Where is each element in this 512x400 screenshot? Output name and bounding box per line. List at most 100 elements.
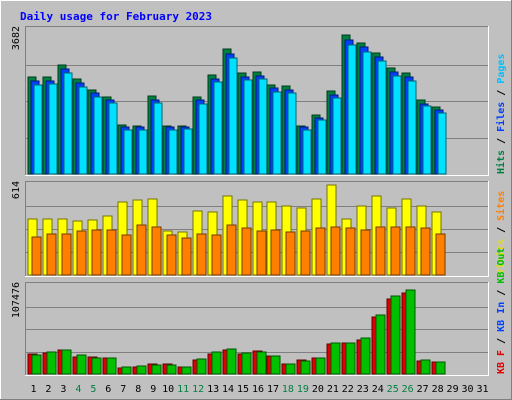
legend-separator: /	[496, 132, 507, 150]
x-tick-label-10: 10	[162, 384, 174, 395]
bar-visits-sites-day-25	[390, 226, 401, 276]
x-tick-label-15: 15	[237, 384, 249, 395]
panel-visits: 614 Visits / Sites	[11, 181, 507, 277]
bar-visits-sites-day-17	[270, 229, 281, 276]
bar-kbytes-kb-out-day-11	[181, 366, 192, 375]
bar-hits-pages-day-8	[138, 129, 148, 175]
legend-item-pages: Pages	[496, 54, 507, 84]
bar-kbytes-kb-out-day-20	[315, 357, 326, 375]
bar-kbytes-kb-out-day-19	[300, 360, 311, 375]
bar-kbytes-kb-out-day-10	[166, 364, 177, 375]
bar-kbytes-kb-out-day-1	[31, 354, 42, 375]
bar-visits-sites-day-26	[405, 226, 416, 276]
x-tick-label-13: 13	[207, 384, 219, 395]
x-tick-label-17: 17	[267, 384, 279, 395]
bar-visits-sites-day-28	[435, 233, 446, 276]
bar-hits-pages-day-14	[228, 57, 238, 175]
bar-hits-pages-day-21	[332, 97, 342, 175]
bar-hits-pages-day-22	[347, 44, 357, 175]
bar-kbytes-kb-out-day-14	[226, 348, 237, 375]
bar-hits-pages-day-2	[48, 83, 58, 175]
bar-kbytes-kb-out-day-18	[285, 363, 296, 375]
legend-separator: /	[496, 84, 507, 102]
legend-hits: Hits / Files / Pages	[495, 54, 507, 174]
x-tick-label-23: 23	[357, 384, 369, 395]
x-tick-label-31: 31	[476, 384, 488, 395]
legend-item-files: Files	[495, 102, 507, 132]
legend-item-sites: Sites	[495, 191, 507, 221]
bar-kbytes-kb-out-day-26	[405, 289, 416, 375]
panel-kbytes: 107476 KB F / KB In / KB Out	[11, 248, 507, 376]
bar-visits-sites-day-3	[61, 233, 72, 276]
bar-visits-sites-day-7	[121, 234, 132, 276]
bar-kbytes-kb-out-day-2	[46, 351, 57, 375]
bar-hits-pages-day-11	[183, 128, 193, 175]
legend-item-kb-in: KB In	[496, 302, 507, 332]
x-tick-label-2: 2	[45, 384, 51, 395]
bar-visits-sites-day-16	[256, 230, 267, 276]
bar-hits-pages-day-26	[407, 80, 417, 175]
bar-visits-sites-day-23	[360, 229, 371, 276]
bar-hits-pages-day-9	[153, 102, 163, 175]
bar-kbytes-kb-out-day-12	[196, 358, 207, 375]
bar-hits-pages-day-23	[362, 51, 372, 175]
bar-hits-pages-day-17	[272, 91, 282, 175]
chart-title: Daily usage for February 2023	[20, 10, 212, 23]
x-tick-label-20: 20	[312, 384, 324, 395]
bar-visits-sites-day-2	[46, 233, 57, 276]
legend-item-visits: Visits	[495, 239, 507, 275]
legend-separator: /	[496, 221, 507, 239]
bar-kbytes-kb-out-day-21	[330, 342, 341, 375]
legend-item-hits: Hits	[495, 150, 507, 174]
bar-visits-sites-day-4	[76, 230, 87, 276]
bar-visits-sites-day-21	[330, 226, 341, 276]
bar-hits-pages-day-6	[108, 102, 118, 175]
bar-hits-pages-day-18	[287, 92, 297, 175]
bar-kbytes-kb-out-day-9	[151, 364, 162, 375]
bar-hits-pages-day-19	[302, 129, 312, 175]
bar-hits-pages-day-1	[33, 84, 43, 175]
x-tick-label-25: 25	[387, 384, 399, 395]
bar-visits-sites-day-6	[106, 229, 117, 276]
bar-hits-pages-day-27	[422, 105, 432, 175]
bar-visits-sites-day-18	[285, 231, 296, 276]
x-tick-label-19: 19	[297, 384, 309, 395]
bar-hits-pages-day-4	[78, 86, 88, 175]
x-tick-label-6: 6	[105, 384, 111, 395]
bar-hits-pages-day-13	[213, 81, 223, 175]
bar-kbytes-kb-out-day-13	[211, 351, 222, 375]
bar-hits-pages-day-20	[317, 119, 327, 175]
x-tick-label-16: 16	[252, 384, 264, 395]
bar-hits-pages-day-25	[392, 75, 402, 175]
x-tick-label-8: 8	[135, 384, 141, 395]
bar-visits-sites-day-12	[196, 233, 207, 276]
bar-kbytes-kb-out-day-7	[121, 366, 132, 375]
bar-visits-sites-day-20	[315, 227, 326, 276]
bar-visits-sites-day-11	[181, 237, 192, 276]
bar-hits-pages-day-16	[258, 78, 268, 175]
bar-kbytes-kb-out-day-23	[360, 337, 371, 375]
x-tick-label-14: 14	[222, 384, 234, 395]
bar-visits-sites-day-19	[300, 230, 311, 276]
legend-separator: /	[496, 284, 507, 302]
bar-kbytes-kb-out-day-6	[106, 357, 117, 375]
bar-visits-sites-day-15	[241, 227, 252, 276]
bar-visits-sites-day-22	[345, 227, 356, 276]
x-tick-label-30: 30	[462, 384, 474, 395]
bar-kbytes-kb-out-day-28	[435, 361, 446, 375]
panel-hits: 3682 Hits / Files / Pages	[11, 26, 507, 176]
y-max-label-hits: 3682	[11, 26, 22, 50]
x-tick-label-9: 9	[150, 384, 156, 395]
legend-separator: /	[496, 332, 507, 350]
bar-kbytes-kb-out-day-4	[76, 354, 87, 375]
x-tick-label-18: 18	[282, 384, 294, 395]
bar-visits-sites-day-1	[31, 236, 42, 276]
y-max-label-kbytes: 107476	[11, 282, 22, 318]
legend-kbytes: KB F / KB In / KB Out	[496, 248, 507, 374]
x-tick-label-27: 27	[417, 384, 429, 395]
x-tick-label-26: 26	[402, 384, 414, 395]
x-tick-label-4: 4	[75, 384, 81, 395]
bar-visits-sites-day-10	[166, 234, 177, 276]
bar-kbytes-kb-out-day-8	[136, 365, 147, 375]
